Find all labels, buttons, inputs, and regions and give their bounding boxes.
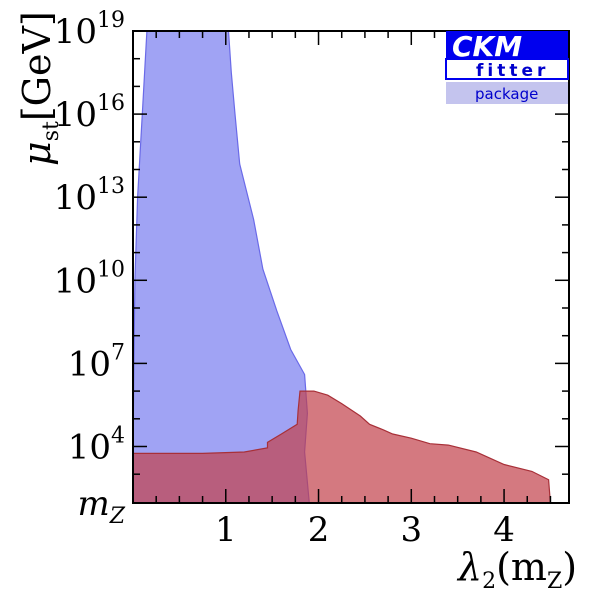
x-axis-title: λ2(mZ)	[456, 545, 577, 594]
x-tick-label: 4	[493, 510, 515, 550]
y-tick-label: 1016	[54, 91, 125, 135]
logo-bottom-band	[446, 82, 568, 104]
logo-ckm-text: CKM	[452, 30, 522, 63]
logo-mid-band	[445, 58, 569, 80]
region-2	[132, 390, 552, 504]
y-tick-label: 104	[68, 423, 125, 467]
y-axis-title: μst[GeV]	[15, 11, 64, 166]
x-tick-label: 1	[215, 510, 237, 550]
x-tick-label: 2	[308, 510, 330, 550]
y-tick-label: 1013	[54, 174, 125, 218]
y-tick-label: 1010	[54, 257, 125, 301]
tick-label-layer: 1 2 3 4 mZ 104 107 1010 1013 1016 1019	[54, 8, 515, 550]
logo-top-band	[446, 31, 568, 59]
logo-package-text: package	[475, 85, 538, 103]
y-tick-label: mZ	[77, 484, 125, 529]
logo-fitter-text: fitter	[476, 61, 549, 81]
plot-frame	[132, 30, 570, 504]
y-tick-label: 1019	[54, 8, 125, 52]
y-tick-label: 107	[68, 340, 125, 384]
region-1	[132, 30, 310, 504]
x-tick-label: 3	[400, 510, 422, 550]
ckmfitter-logo: CKM fitter package	[445, 30, 569, 104]
